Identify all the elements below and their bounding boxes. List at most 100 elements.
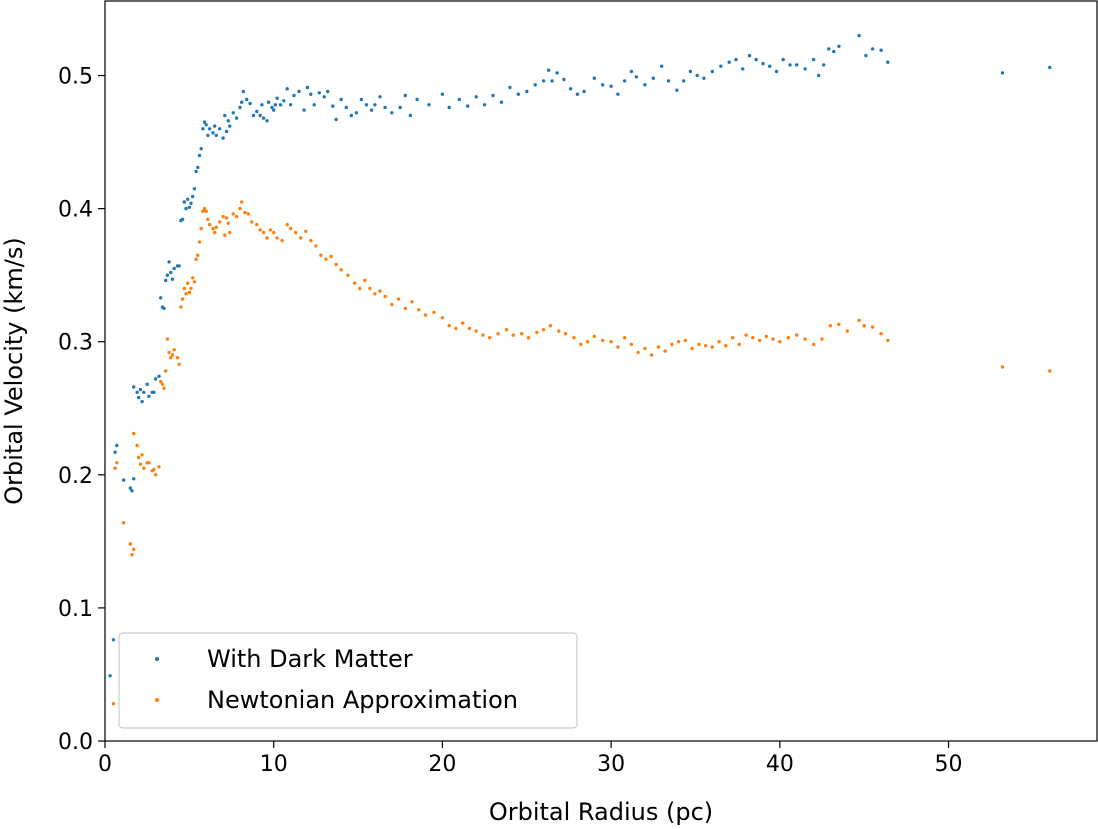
data-point	[781, 57, 785, 62]
data-point	[572, 336, 576, 340]
data-point	[474, 95, 478, 99]
data-point	[204, 123, 208, 127]
y-axis: 0.0 0.1 0.2 0.3 0.4 0.5	[58, 65, 105, 755]
data-point	[266, 100, 271, 104]
data-point	[541, 79, 546, 83]
data-point	[832, 49, 836, 54]
data-point	[285, 222, 289, 227]
data-point	[132, 385, 136, 389]
data-point	[548, 324, 553, 328]
y-tick-label: 0.2	[58, 464, 93, 489]
data-point	[238, 105, 242, 110]
data-point	[676, 340, 681, 344]
series-newtonian	[111, 200, 1052, 706]
data-point	[213, 230, 217, 235]
data-point	[152, 467, 156, 472]
data-point	[717, 340, 721, 344]
data-point	[164, 278, 168, 283]
data-point	[223, 113, 227, 118]
data-point	[234, 116, 239, 120]
data-point	[245, 97, 249, 102]
data-point	[795, 63, 799, 67]
x-tick-label: 50	[935, 752, 963, 777]
data-point	[837, 44, 841, 48]
data-point	[368, 286, 372, 291]
data-point	[191, 194, 195, 199]
data-point	[862, 324, 866, 328]
data-point	[533, 83, 537, 87]
data-point	[137, 395, 141, 400]
data-point	[270, 105, 274, 110]
data-point	[811, 342, 816, 347]
data-point	[261, 116, 266, 120]
data-point	[265, 119, 269, 123]
data-point	[199, 226, 203, 231]
data-point	[488, 336, 492, 340]
data-point	[353, 281, 357, 285]
data-point	[727, 60, 731, 64]
data-point	[585, 340, 590, 344]
data-point	[299, 236, 303, 240]
data-point	[879, 48, 883, 52]
data-point	[165, 337, 170, 341]
data-point	[214, 225, 218, 229]
legend-marker-dark-matter	[155, 657, 159, 661]
data-point	[282, 99, 286, 103]
data-point	[788, 63, 792, 67]
data-point	[803, 67, 807, 71]
data-point	[186, 197, 190, 201]
data-point	[108, 674, 112, 678]
data-point	[622, 79, 627, 83]
data-point	[516, 92, 520, 96]
data-point	[130, 489, 134, 493]
data-point	[857, 318, 861, 323]
data-point	[128, 542, 132, 546]
data-point	[317, 91, 321, 95]
x-tick-label: 10	[260, 752, 288, 777]
data-point	[314, 244, 318, 248]
data-point	[601, 338, 605, 343]
data-point	[737, 342, 741, 347]
data-point	[214, 133, 218, 138]
y-tick-label: 0.5	[58, 65, 93, 90]
data-point	[467, 326, 472, 331]
data-point	[192, 280, 197, 284]
data-point	[189, 201, 193, 205]
data-point	[169, 270, 173, 275]
series-dark-matter	[108, 33, 1052, 678]
data-point	[167, 260, 171, 264]
data-point	[643, 83, 647, 87]
data-point	[278, 103, 283, 107]
data-point	[189, 286, 193, 291]
data-point	[164, 369, 168, 373]
data-point	[202, 120, 207, 124]
data-point	[280, 238, 284, 243]
data-point	[293, 230, 298, 235]
data-point	[688, 69, 693, 74]
data-point	[240, 100, 244, 104]
data-point	[288, 226, 293, 231]
data-point	[180, 297, 185, 301]
data-point	[275, 96, 279, 100]
data-point	[248, 101, 252, 106]
data-point	[369, 108, 374, 112]
data-point	[238, 206, 242, 211]
data-point	[159, 379, 163, 384]
data-point	[447, 105, 451, 110]
data-point	[555, 71, 559, 75]
data-point	[592, 76, 596, 80]
data-point	[135, 443, 139, 448]
data-point	[234, 214, 239, 219]
data-point	[535, 330, 539, 335]
data-point	[121, 478, 126, 482]
data-point	[140, 453, 144, 457]
data-point	[272, 230, 276, 235]
data-point	[140, 399, 144, 404]
data-point	[199, 147, 203, 151]
data-point	[128, 486, 132, 490]
data-point	[187, 290, 192, 295]
data-point	[461, 321, 465, 325]
data-point	[870, 325, 875, 329]
data-point	[213, 124, 217, 128]
